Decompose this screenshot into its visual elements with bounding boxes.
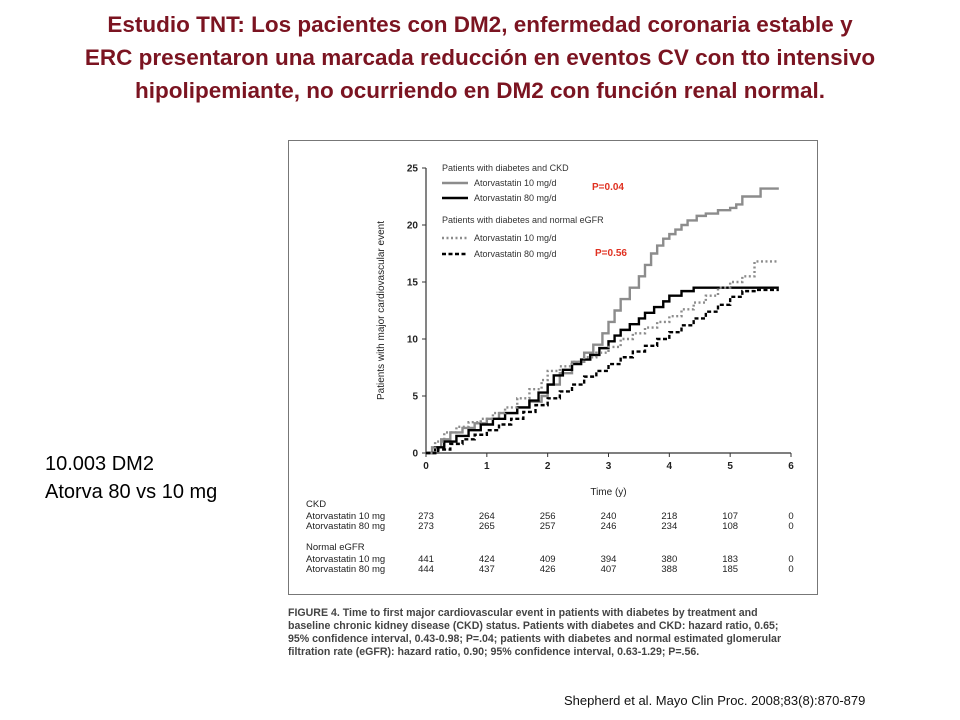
side-note: 10.003 DM2 Atorva 80 vs 10 mg — [45, 450, 217, 506]
risk-table-cell: 185 — [722, 564, 738, 575]
slide-title-line: ERC presentaron una marcada reducción en… — [84, 45, 876, 70]
risk-table-cell: 265 — [479, 521, 495, 532]
risk-table-cell: 394 — [601, 554, 617, 565]
x-tick-label: 6 — [788, 461, 794, 472]
risk-table-group-label: Normal eGFR — [306, 542, 365, 553]
risk-table-cell: 426 — [540, 564, 556, 575]
risk-table-row-label: Atorvastatin 80 mg — [306, 564, 385, 575]
series-line-3 — [426, 288, 779, 455]
risk-table-cell: 0 — [788, 511, 793, 522]
risk-table-row-label: Atorvastatin 10 mg — [306, 554, 385, 565]
risk-table-cell: 264 — [479, 511, 495, 522]
x-tick-label: 1 — [484, 461, 490, 472]
risk-table-row-label: Atorvastatin 10 mg — [306, 511, 385, 522]
chart-axes: 0 5 10 15 20 25 0 1 2 3 4 5 6 Time (y) Patients with m… — [376, 164, 794, 499]
series-line-0 — [426, 187, 779, 455]
y-tick-label: 10 — [407, 335, 419, 346]
risk-table-cell: 424 — [479, 554, 495, 565]
risk-table-cell: 407 — [601, 564, 617, 575]
risk-table-cell: 108 — [722, 521, 738, 532]
series-line-1 — [426, 286, 779, 455]
y-tick-label: 20 — [407, 221, 419, 232]
series-line-2 — [426, 260, 779, 455]
x-tick-label: 0 — [423, 461, 429, 472]
risk-table-cell: 246 — [601, 521, 617, 532]
x-tick-label: 2 — [545, 461, 551, 472]
legend-entry-label: Atorvastatin 80 mg/d — [474, 249, 557, 259]
caption-line: filtration rate (eGFR): hazard ratio, 0.… — [288, 646, 700, 658]
risk-table-cell: 218 — [661, 511, 677, 522]
risk-table-cell: 0 — [788, 554, 793, 565]
x-axis-label: Time (y) — [590, 487, 626, 498]
p-value-annotation: P=0.04 — [592, 182, 624, 193]
slide-title-line: hipolipemiante, no ocurriendo en DM2 con… — [134, 78, 826, 103]
p-value-annotation: P=0.56 — [595, 248, 627, 259]
y-axis-label: Patients with major cardiovascular event — [376, 221, 387, 400]
chart-annotations: P=0.04 P=0.56 — [592, 182, 627, 259]
legend-entry-label: Atorvastatin 10 mg/d — [474, 233, 557, 243]
side-note-line: 10.003 DM2 — [45, 453, 154, 475]
x-tick-label: 4 — [667, 461, 673, 472]
chart-lines — [426, 187, 779, 455]
slide-title-line: Estudio TNT: Los pacientes con DM2, enfe… — [107, 12, 853, 37]
risk-table-cell: 0 — [788, 521, 793, 532]
risk-table-cell: 234 — [661, 521, 677, 532]
x-tick-label: 3 — [606, 461, 612, 472]
slide-title: Estudio TNT: Los pacientes con DM2, enfe… — [0, 8, 960, 107]
legend-entry-label: Atorvastatin 80 mg/d — [474, 193, 557, 203]
caption-line: 95% confidence interval, 0.43-0.98; P=.0… — [288, 633, 782, 645]
caption-line: baseline chronic kidney disease (CKD) st… — [288, 620, 779, 632]
y-tick-label: 25 — [407, 164, 419, 175]
citation: Shepherd et al. Mayo Clin Proc. 2008;83(… — [564, 693, 866, 708]
y-tick-label: 0 — [412, 449, 418, 460]
y-tick-label: 5 — [412, 392, 418, 403]
risk-table-row-label: Atorvastatin 80 mg — [306, 521, 385, 532]
side-note-line: Atorva 80 vs 10 mg — [45, 481, 218, 503]
risk-table-group-label: CKD — [306, 499, 326, 510]
risk-table-cell: 441 — [418, 554, 434, 565]
risk-table-cell: 444 — [418, 564, 434, 575]
risk-table-cell: 437 — [479, 564, 495, 575]
legend-group-title: Patients with diabetes and CKD — [442, 163, 569, 173]
risk-table-cell: 388 — [661, 564, 677, 575]
figure-caption: FIGURE 4. Time to first major cardiovasc… — [288, 607, 823, 659]
risk-table-cell: 107 — [722, 511, 738, 522]
y-tick-label: 15 — [407, 278, 419, 289]
chart-legend: Patients with diabetes and CKD Atorvastat… — [442, 163, 604, 259]
caption-line: FIGURE 4. Time to first major cardiovasc… — [288, 607, 758, 619]
risk-table-cell: 273 — [418, 511, 434, 522]
risk-table-cell: 257 — [540, 521, 556, 532]
risk-table-cell: 273 — [418, 521, 434, 532]
risk-table-cell: 0 — [788, 564, 793, 575]
legend-entry-label: Atorvastatin 10 mg/d — [474, 178, 557, 188]
legend-group-title: Patients with diabetes and normal eGFR — [442, 215, 604, 225]
risk-table-cell: 380 — [661, 554, 677, 565]
risk-table-cell: 256 — [540, 511, 556, 522]
risk-table-cell: 183 — [722, 554, 738, 565]
risk-table-cell: 409 — [540, 554, 556, 565]
figure-frame: 0 5 10 15 20 25 0 1 2 3 4 5 6 Time (y) Patients with m… — [288, 140, 818, 595]
x-tick-label: 5 — [727, 461, 733, 472]
risk-table-cell: 240 — [601, 511, 617, 522]
